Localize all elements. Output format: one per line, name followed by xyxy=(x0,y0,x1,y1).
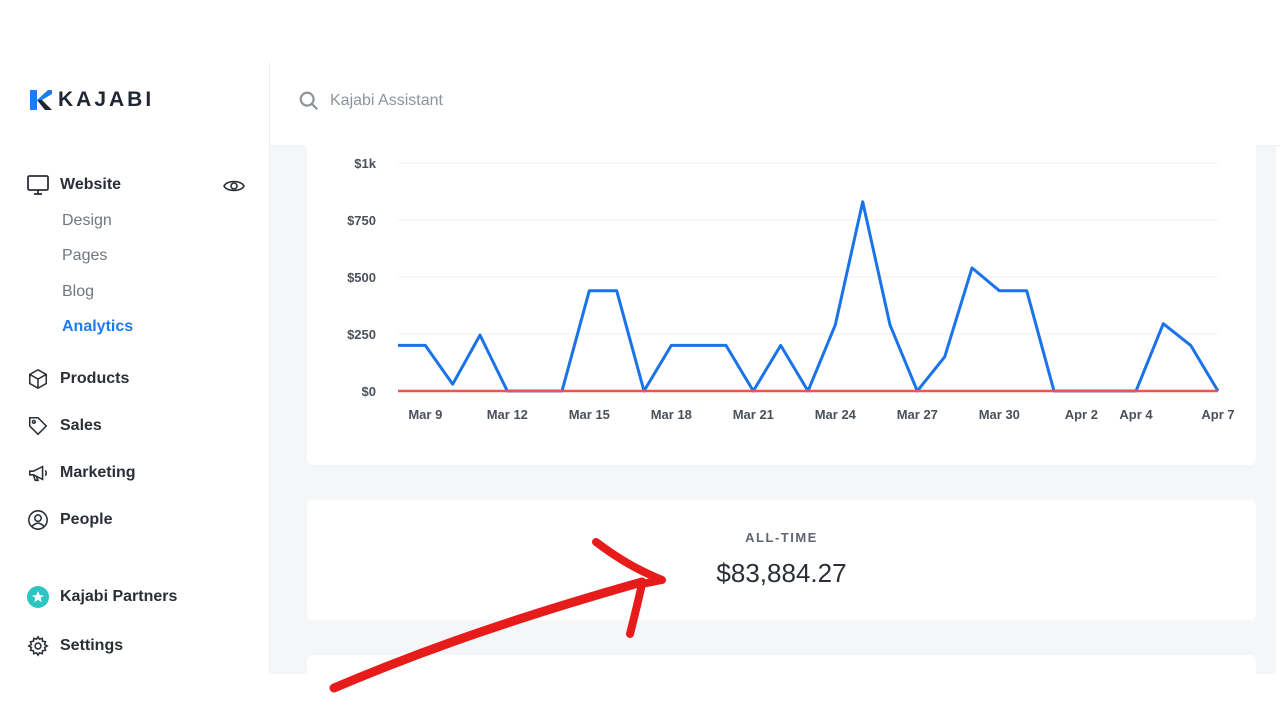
nav-website-label: Website xyxy=(60,176,122,193)
user-circle-icon xyxy=(26,508,50,532)
nav-people[interactable]: People xyxy=(26,508,112,532)
revenue-chart-card: $0 $250 $500 $750 $1k Mar 9 Mar 12 Mar 15 Mar 18… xyxy=(307,145,1256,465)
tag-icon xyxy=(26,414,50,438)
x-tick-label: Apr 4 xyxy=(1119,407,1153,422)
nav-settings-label: Settings xyxy=(60,637,124,654)
search-placeholder: Kajabi Assistant xyxy=(330,92,443,109)
top-header: Kajabi Assistant xyxy=(270,62,1280,146)
y-tick-label: $1k xyxy=(354,156,376,171)
x-tick-label: Mar 21 xyxy=(733,407,774,422)
nav-kajabi-partners[interactable]: Kajabi Partners xyxy=(26,585,177,609)
y-tick-label: $250 xyxy=(347,327,376,342)
y-tick-label: $500 xyxy=(347,270,376,285)
nav-kajabi-partners-label: Kajabi Partners xyxy=(60,588,178,605)
x-tick-label: Apr 2 xyxy=(1065,407,1098,422)
kajabi-assistant-search[interactable]: Kajabi Assistant xyxy=(298,90,443,112)
x-tick-label: Apr 7 xyxy=(1201,407,1234,422)
y-tick-label: $0 xyxy=(362,384,376,399)
all-time-label: ALL-TIME xyxy=(745,530,818,545)
x-tick-label: Mar 27 xyxy=(897,407,938,422)
revenue-line-chart: $0 $250 $500 $750 $1k Mar 9 Mar 12 Mar 15 Mar 18… xyxy=(347,156,1235,422)
nav-blog[interactable]: Blog xyxy=(62,283,95,300)
megaphone-icon xyxy=(26,461,50,485)
main-content: $0 $250 $500 $750 $1k Mar 9 Mar 12 Mar 15 Mar 18… xyxy=(270,145,1276,674)
nav-products-label: Products xyxy=(60,370,130,387)
monitor-icon xyxy=(26,173,50,197)
nav-pages[interactable]: Pages xyxy=(62,247,108,264)
star-badge-icon xyxy=(26,585,50,609)
nav-sales[interactable]: Sales xyxy=(26,414,102,438)
all-time-value: $83,884.27 xyxy=(716,558,847,588)
x-tick-label: Mar 30 xyxy=(979,407,1020,422)
eye-icon[interactable] xyxy=(222,174,246,198)
series-line-1 xyxy=(398,200,1220,393)
x-tick-label: Mar 18 xyxy=(651,407,692,422)
annotation-arrow xyxy=(329,538,666,693)
nav-people-label: People xyxy=(60,511,113,528)
nav-products[interactable]: Products xyxy=(26,367,129,391)
y-tick-label: $750 xyxy=(347,213,376,228)
next-card xyxy=(307,655,1256,674)
nav-website[interactable]: Website xyxy=(26,173,121,197)
nav-settings[interactable]: Settings xyxy=(26,634,123,658)
x-tick-label: Mar 24 xyxy=(815,407,857,422)
nav-marketing-label: Marketing xyxy=(60,464,136,481)
gear-icon xyxy=(26,634,50,658)
kajabi-logo[interactable]: KAJABI xyxy=(28,88,154,112)
all-time-card: ALL-TIME $83,884.27 xyxy=(307,500,1256,620)
kajabi-logo-icon xyxy=(30,90,52,110)
x-tick-label: Mar 12 xyxy=(487,407,528,422)
nav-marketing[interactable]: Marketing xyxy=(26,461,136,485)
brand-name: KAJABI xyxy=(58,88,155,111)
x-tick-label: Mar 9 xyxy=(408,407,442,422)
sidebar: KAJABI Website Design Pages Blog Analyti… xyxy=(0,62,270,674)
nav-design[interactable]: Design xyxy=(62,212,112,229)
search-icon xyxy=(299,91,319,111)
box-icon xyxy=(26,367,50,391)
nav-analytics[interactable]: Analytics xyxy=(62,318,134,335)
x-tick-label: Mar 15 xyxy=(569,407,610,422)
nav-sales-label: Sales xyxy=(60,417,102,434)
